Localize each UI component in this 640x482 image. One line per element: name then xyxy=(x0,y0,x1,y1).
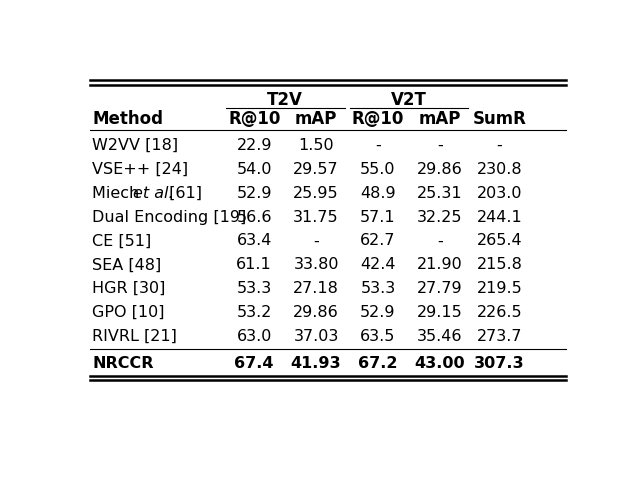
Text: RIVRL [21]: RIVRL [21] xyxy=(92,329,177,344)
Text: 244.1: 244.1 xyxy=(477,210,522,225)
Text: 67.4: 67.4 xyxy=(234,356,274,371)
Text: T2V: T2V xyxy=(268,91,303,109)
Text: 63.0: 63.0 xyxy=(237,329,272,344)
Text: Miech: Miech xyxy=(92,186,145,201)
Text: 63.5: 63.5 xyxy=(360,329,396,344)
Text: 29.86: 29.86 xyxy=(293,305,339,320)
Text: 1.50: 1.50 xyxy=(298,138,334,153)
Text: GPO [10]: GPO [10] xyxy=(92,305,165,320)
Text: [61]: [61] xyxy=(164,186,202,201)
Text: 48.9: 48.9 xyxy=(360,186,396,201)
Text: 230.8: 230.8 xyxy=(477,162,522,177)
Text: Method: Method xyxy=(92,110,163,128)
Text: 61.1: 61.1 xyxy=(236,257,272,272)
Text: SumR: SumR xyxy=(472,110,526,128)
Text: 63.4: 63.4 xyxy=(237,233,272,249)
Text: 29.57: 29.57 xyxy=(293,162,339,177)
Text: 29.86: 29.86 xyxy=(417,162,463,177)
Text: VSE++ [24]: VSE++ [24] xyxy=(92,162,189,177)
Text: -: - xyxy=(497,138,502,153)
Text: et al.: et al. xyxy=(133,186,173,201)
Text: mAP: mAP xyxy=(419,110,461,128)
Text: 53.3: 53.3 xyxy=(237,281,272,296)
Text: SEA [48]: SEA [48] xyxy=(92,257,162,272)
Text: CE [51]: CE [51] xyxy=(92,233,152,249)
Text: 43.00: 43.00 xyxy=(415,356,465,371)
Text: 54.0: 54.0 xyxy=(236,162,272,177)
Text: 25.95: 25.95 xyxy=(293,186,339,201)
Text: 203.0: 203.0 xyxy=(477,186,522,201)
Text: Dual Encoding [19]: Dual Encoding [19] xyxy=(92,210,246,225)
Text: 33.80: 33.80 xyxy=(293,257,339,272)
Text: 67.2: 67.2 xyxy=(358,356,397,371)
Text: -: - xyxy=(437,233,443,249)
Text: 27.79: 27.79 xyxy=(417,281,463,296)
Text: 52.9: 52.9 xyxy=(360,305,396,320)
Text: 29.15: 29.15 xyxy=(417,305,463,320)
Text: 307.3: 307.3 xyxy=(474,356,525,371)
Text: 22.9: 22.9 xyxy=(236,138,272,153)
Text: 42.4: 42.4 xyxy=(360,257,396,272)
Text: 57.1: 57.1 xyxy=(360,210,396,225)
Text: 273.7: 273.7 xyxy=(477,329,522,344)
Text: -: - xyxy=(437,138,443,153)
Text: 265.4: 265.4 xyxy=(477,233,522,249)
Text: -: - xyxy=(375,138,381,153)
Text: 25.31: 25.31 xyxy=(417,186,463,201)
Text: 215.8: 215.8 xyxy=(477,257,522,272)
Text: NRCCR: NRCCR xyxy=(92,356,154,371)
Text: 53.3: 53.3 xyxy=(360,281,396,296)
Text: W2VV [18]: W2VV [18] xyxy=(92,138,179,153)
Text: 31.75: 31.75 xyxy=(293,210,339,225)
Text: 55.0: 55.0 xyxy=(360,162,396,177)
Text: 21.90: 21.90 xyxy=(417,257,463,272)
Text: 41.93: 41.93 xyxy=(291,356,341,371)
Text: mAP: mAP xyxy=(295,110,337,128)
Text: R@10: R@10 xyxy=(352,110,404,128)
Text: V2T: V2T xyxy=(391,91,427,109)
Text: 52.9: 52.9 xyxy=(236,186,272,201)
Text: 35.46: 35.46 xyxy=(417,329,463,344)
Text: 219.5: 219.5 xyxy=(477,281,522,296)
Text: 37.03: 37.03 xyxy=(293,329,339,344)
Text: R@10: R@10 xyxy=(228,110,280,128)
Text: 32.25: 32.25 xyxy=(417,210,463,225)
Text: 62.7: 62.7 xyxy=(360,233,396,249)
Text: 56.6: 56.6 xyxy=(236,210,272,225)
Text: 226.5: 226.5 xyxy=(477,305,522,320)
Text: 53.2: 53.2 xyxy=(237,305,272,320)
Text: 27.18: 27.18 xyxy=(293,281,339,296)
Text: -: - xyxy=(313,233,319,249)
Text: HGR [30]: HGR [30] xyxy=(92,281,166,296)
